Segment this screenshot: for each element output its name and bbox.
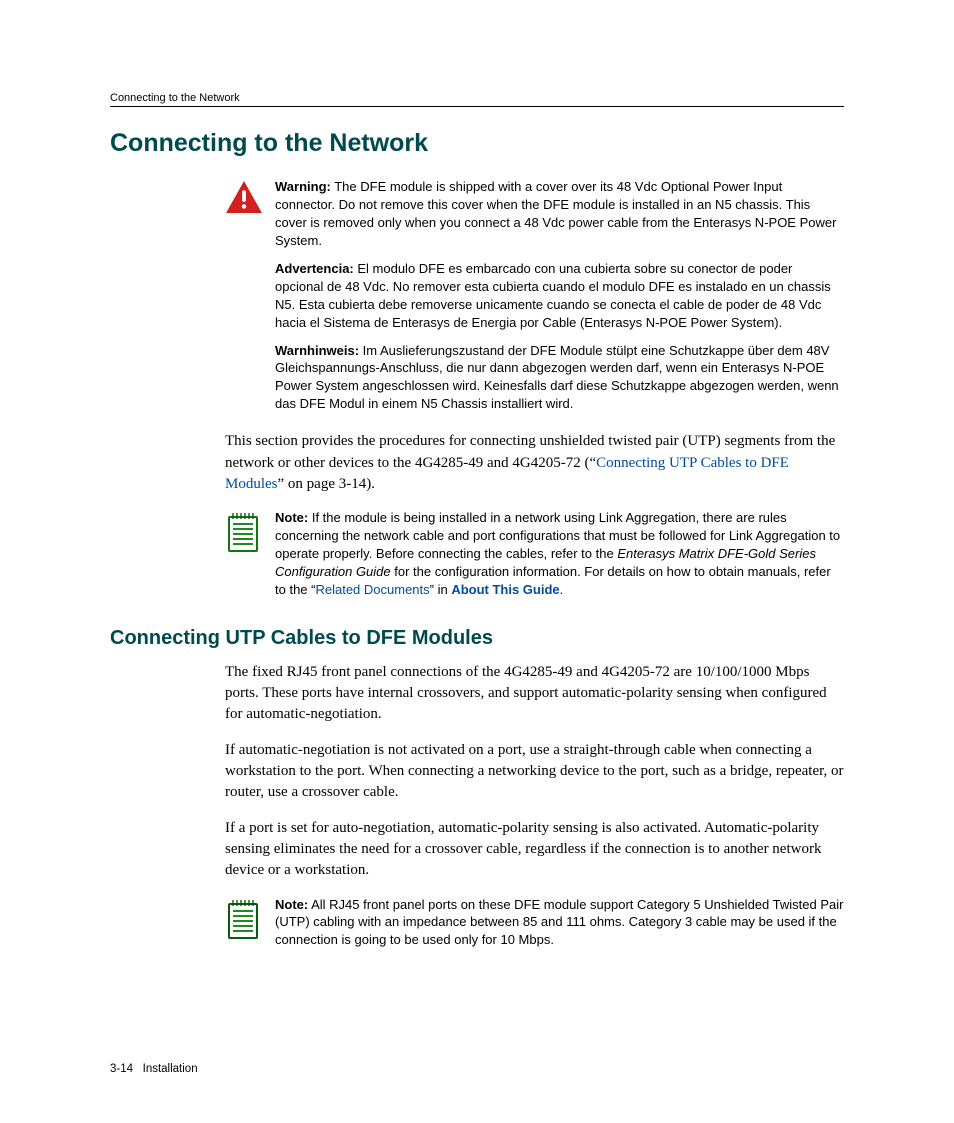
intro-block: This section provides the procedures for… (225, 431, 844, 495)
body-block: The fixed RJ45 front panel connections o… (225, 662, 844, 882)
paragraph-1: The fixed RJ45 front panel connections o… (225, 662, 844, 726)
page-footer: 3-14 Installation (110, 1063, 198, 1075)
note-callout-1: Note: If the module is being installed i… (225, 509, 844, 599)
document-page: Connecting to the Network Connecting to … (0, 0, 954, 1123)
intro-paragraph: This section provides the procedures for… (225, 431, 844, 495)
running-header: Connecting to the Network (110, 92, 844, 104)
note-icon (225, 509, 275, 553)
note-2-text: Note: All RJ45 front panel ports on thes… (275, 896, 844, 950)
note-1-text: Note: If the module is being installed i… (275, 509, 844, 599)
warning-callout: Warning: The DFE module is shipped with … (225, 178, 844, 413)
note-icon (225, 896, 275, 940)
note-body-2: Note: All RJ45 front panel ports on thes… (275, 896, 844, 950)
section-title: Connecting UTP Cables to DFE Modules (110, 627, 844, 650)
page-title: Connecting to the Network (110, 129, 844, 158)
paragraph-2: If automatic-negotiation is not activate… (225, 740, 844, 804)
warning-icon (225, 178, 275, 214)
warning-de: Warnhinweis: Im Auslieferungszustand der… (275, 342, 844, 414)
warning-en: Warning: The DFE module is shipped with … (275, 178, 844, 250)
link-about-this-guide[interactable]: About This Guide (451, 582, 559, 597)
footer-section: Installation (143, 1063, 198, 1075)
paragraph-3: If a port is set for auto-negotiation, a… (225, 818, 844, 882)
note-body-1: Note: If the module is being installed i… (275, 509, 844, 599)
warning-es: Advertencia: El modulo DFE es embarcado … (275, 260, 844, 332)
link-related-documents[interactable]: Related Documents (315, 582, 429, 597)
header-rule (110, 106, 844, 107)
warning-body: Warning: The DFE module is shipped with … (275, 178, 844, 413)
page-number: 3-14 (110, 1063, 133, 1075)
note-callout-2: Note: All RJ45 front panel ports on thes… (225, 896, 844, 950)
